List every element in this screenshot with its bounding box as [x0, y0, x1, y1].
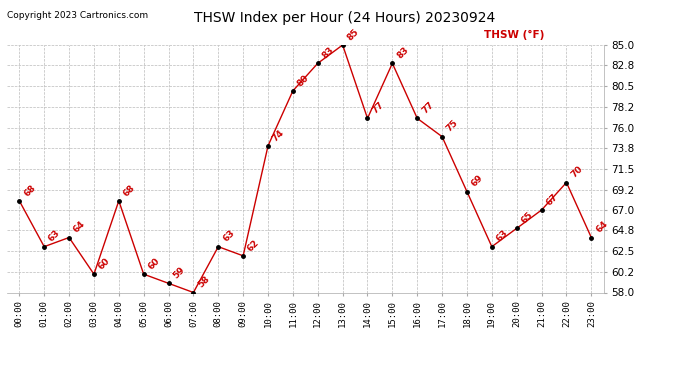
Text: 85: 85 — [346, 27, 361, 42]
Text: 59: 59 — [171, 265, 186, 280]
Text: 70: 70 — [569, 165, 584, 180]
Text: 62: 62 — [246, 238, 261, 253]
Text: THSW Index per Hour (24 Hours) 20230924: THSW Index per Hour (24 Hours) 20230924 — [195, 11, 495, 25]
Text: 63: 63 — [495, 229, 510, 244]
Text: 65: 65 — [520, 210, 535, 225]
Text: 68: 68 — [121, 183, 137, 198]
Text: 60: 60 — [97, 256, 112, 272]
Text: 67: 67 — [544, 192, 560, 207]
Text: 69: 69 — [470, 174, 485, 189]
Text: 74: 74 — [270, 128, 286, 143]
Text: Copyright 2023 Cartronics.com: Copyright 2023 Cartronics.com — [7, 11, 148, 20]
Text: 75: 75 — [445, 118, 460, 134]
Text: 83: 83 — [395, 45, 411, 60]
Text: 68: 68 — [22, 183, 37, 198]
Text: 63: 63 — [221, 229, 236, 244]
Text: 60: 60 — [146, 256, 161, 272]
Text: 80: 80 — [296, 73, 310, 88]
Text: 64: 64 — [594, 219, 609, 235]
Text: 83: 83 — [321, 45, 336, 60]
Text: 58: 58 — [196, 274, 211, 290]
Text: THSW (°F): THSW (°F) — [484, 30, 545, 40]
Text: 77: 77 — [420, 100, 435, 116]
Text: 77: 77 — [371, 100, 386, 116]
Text: 63: 63 — [47, 229, 62, 244]
Text: 64: 64 — [72, 219, 87, 235]
